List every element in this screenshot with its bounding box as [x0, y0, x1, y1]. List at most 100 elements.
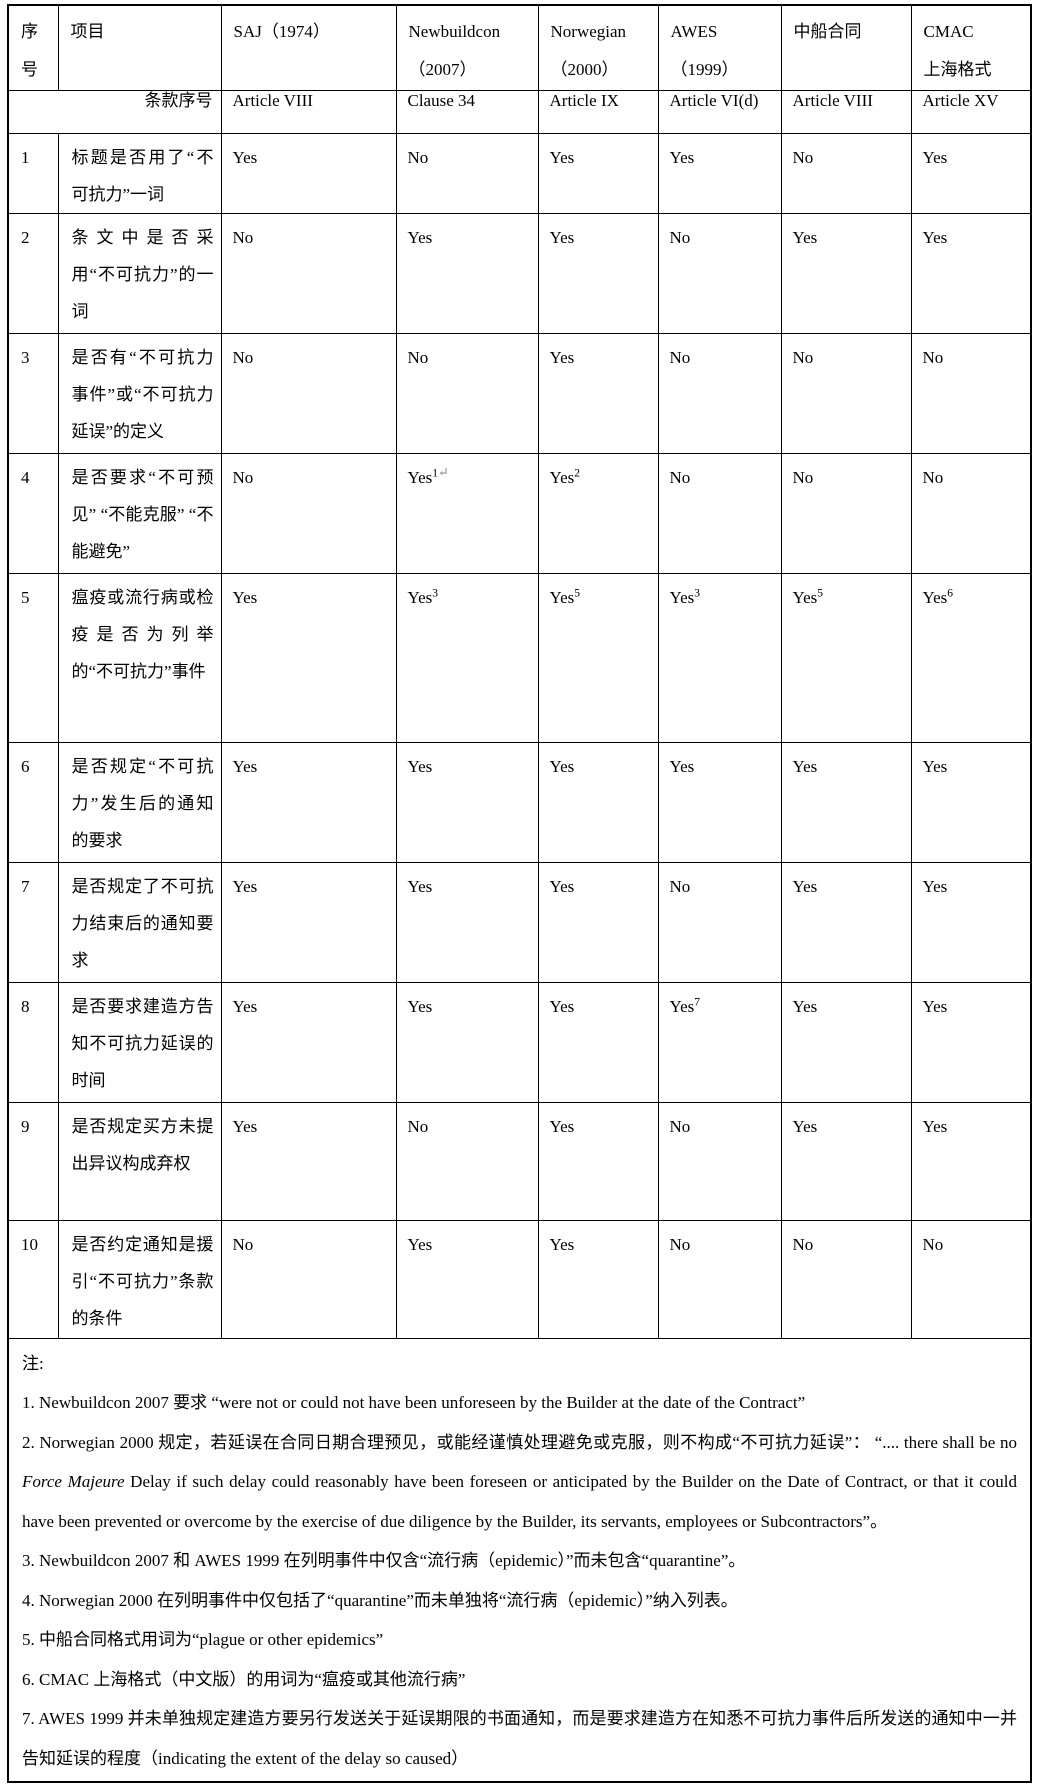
answer-cell: No — [220, 1219, 397, 1339]
answer-cell: No — [780, 452, 912, 574]
table-row-6: 6 是否规定“不可抗力”发生后的通知的要求 Yes Yes Yes Yes Yes Yes — [7, 741, 1032, 863]
table-row-9: 9 是否规定买方未提出异议构成弃权 Yes No Yes No Yes Yes — [7, 1101, 1032, 1221]
answer-cell: Yes2 — [537, 452, 659, 574]
answer-cell: No — [395, 1101, 539, 1221]
answer-cell: Yes — [910, 861, 1032, 983]
answer-cell: Yes — [537, 981, 659, 1103]
note-text: 6. CMAC 上海格式（中文版）的用词为“瘟疫或其他流行病” — [22, 1669, 466, 1689]
answer-cell: Yes — [220, 981, 397, 1103]
answer-cell: No — [657, 861, 782, 983]
answer-cell: No — [657, 1101, 782, 1221]
header-line: 中船合同 — [793, 22, 862, 41]
answer-cell: No — [657, 1219, 782, 1339]
row-number: 6 — [7, 741, 59, 863]
answer-cell: Yes7 — [657, 981, 782, 1103]
table-row-5: 5 瘟疫或流行病或检疫是否为列举的“不可抗力”事件 Yes Yes3 Yes5 Yes3 Y… — [7, 572, 1032, 743]
row-item-label: 条文中是否采用“不可抗力”的一词 — [57, 212, 222, 334]
answer-cell: Yes5 — [780, 572, 912, 743]
table-row-2: 2 条文中是否采用“不可抗力”的一词 No Yes Yes No Yes Yes — [7, 212, 1032, 334]
note-text: 2. Norwegian 2000 规定，若延误在合同日期合理预见，或能经谨慎处… — [22, 1432, 1017, 1452]
table-row-4: 4 是否要求“不可预见” “不能克服” “不能避免” No Yes1↵ Yes2 No No… — [7, 452, 1032, 574]
footnote-ref: 3 — [432, 586, 438, 599]
header-seq: 序号 — [7, 4, 59, 91]
row-number: 1 — [7, 132, 59, 214]
note-italic-text: Force Majeure — [22, 1472, 125, 1491]
header-line: AWES — [670, 22, 718, 41]
note-text: 3. Newbuildcon 2007 和 AWES 1999 在列明事件中仅含… — [22, 1551, 746, 1570]
answer-cell: Yes — [657, 741, 782, 863]
footnote-ref: 3 — [694, 586, 700, 599]
note-1: 1. Newbuildcon 2007 要求 “were not or coul… — [22, 1383, 1017, 1423]
answer-cell: Yes — [395, 212, 539, 334]
answer-cell: Yes — [780, 1101, 912, 1221]
row-item-label: 是否要求“不可预见” “不能克服” “不能避免” — [57, 452, 222, 574]
note-2: 2. Norwegian 2000 规定，若延误在合同日期合理预见，或能经谨慎处… — [22, 1423, 1017, 1542]
note-text: 7. AWES 1999 并未单独规定建造方要另行发送关于延误期限的书面通知，而… — [22, 1709, 1017, 1768]
answer-cell: Yes — [537, 332, 659, 454]
answer-cell: Yes — [395, 1219, 539, 1339]
row-number: 3 — [7, 332, 59, 454]
note-text: 4. Norwegian 2000 在列明事件中仅包括了“quarantine”… — [22, 1590, 738, 1610]
row-number: 9 — [7, 1101, 59, 1221]
table-row-1: 1 标题是否用了“不可抗力”一词 Yes No Yes Yes No Yes — [7, 132, 1032, 214]
clause-value-6: Article XV — [910, 89, 1032, 134]
answer-cell: Yes — [220, 861, 397, 983]
note-text: 5. 中船合同格式用词为“plague or other epidemics” — [22, 1630, 384, 1649]
clause-number-row: 条款序号 Article VIII Clause 34 Article IX Arti… — [7, 89, 1032, 134]
row-number: 2 — [7, 212, 59, 334]
answer-cell: Yes3 — [657, 572, 782, 743]
answer-cell: No — [910, 332, 1032, 454]
answer-cell: Yes — [780, 981, 912, 1103]
footnote-ref: 1 — [432, 466, 438, 479]
answer-cell: Yes — [657, 132, 782, 214]
row-item-label: 是否规定了不可抗力结束后的通知要求 — [57, 861, 222, 983]
answer-cell: No — [910, 1219, 1032, 1339]
comparison-table: 序号 项目 SAJ（1974） Newbuildcon （2007） Norwegia… — [7, 4, 1032, 1783]
answer-cell: Yes — [537, 212, 659, 334]
row-number: 7 — [7, 861, 59, 983]
header-line: （2000） — [550, 60, 619, 79]
answer-cell: Yes — [220, 132, 397, 214]
answer-cell: Yes — [537, 741, 659, 863]
row-item-label: 是否规定买方未提出异议构成弃权 — [57, 1101, 222, 1221]
clause-row-label: 条款序号 — [7, 89, 222, 134]
answer-cell: No — [780, 132, 912, 214]
answer-cell: Yes — [537, 132, 659, 214]
note-7: 7. AWES 1999 并未单独规定建造方要另行发送关于延误期限的书面通知，而… — [22, 1699, 1017, 1778]
answer-cell: Yes — [780, 212, 912, 334]
answer-cell: No — [220, 212, 397, 334]
notes-label: 注: — [22, 1353, 44, 1373]
note-6: 6. CMAC 上海格式（中文版）的用词为“瘟疫或其他流行病” — [22, 1660, 1017, 1700]
header-line: Norwegian — [550, 22, 627, 41]
answer-cell: Yes — [220, 741, 397, 863]
header-line: Newbuildcon — [408, 22, 501, 41]
answer-cell: No — [910, 452, 1032, 574]
row-item-label: 是否有“不可抗力事件”或“不可抗力延误”的定义 — [57, 332, 222, 454]
clause-value-5: Article VIII — [780, 89, 912, 134]
header-item: 项目 — [57, 4, 222, 91]
row-number: 10 — [7, 1219, 59, 1339]
notes-row: 注: 1. Newbuildcon 2007 要求 “were not or co… — [7, 1337, 1032, 1783]
answer-cell: Yes6 — [910, 572, 1032, 743]
answer-cell: Yes — [395, 981, 539, 1103]
footnote-ref: 6 — [947, 586, 953, 599]
notes-cell: 注: 1. Newbuildcon 2007 要求 “were not or co… — [7, 1337, 1032, 1783]
header-contract-1: SAJ（1974） — [220, 4, 397, 91]
answer-cell: Yes — [910, 212, 1032, 334]
answer-cell: No — [220, 452, 397, 574]
table-row-3: 3 是否有“不可抗力事件”或“不可抗力延误”的定义 No No Yes No No No — [7, 332, 1032, 454]
answer-cell: Yes — [537, 1219, 659, 1339]
row-item-label: 瘟疫或流行病或检疫是否为列举的“不可抗力”事件 — [57, 572, 222, 743]
answer-cell: Yes — [910, 132, 1032, 214]
note-5: 5. 中船合同格式用词为“plague or other epidemics” — [22, 1620, 1017, 1660]
answer-cell: No — [657, 212, 782, 334]
header-line: CMAC — [923, 22, 974, 41]
note-3: 3. Newbuildcon 2007 和 AWES 1999 在列明事件中仅含… — [22, 1541, 1017, 1581]
table-row-7: 7 是否规定了不可抗力结束后的通知要求 Yes Yes Yes No Yes Yes — [7, 861, 1032, 983]
answer-cell: Yes — [395, 861, 539, 983]
header-contract-3: Norwegian （2000） — [537, 4, 659, 91]
row-item-label: 是否约定通知是援引“不可抗力”条款的条件 — [57, 1219, 222, 1339]
row-number: 8 — [7, 981, 59, 1103]
answer-cell: Yes — [395, 741, 539, 863]
